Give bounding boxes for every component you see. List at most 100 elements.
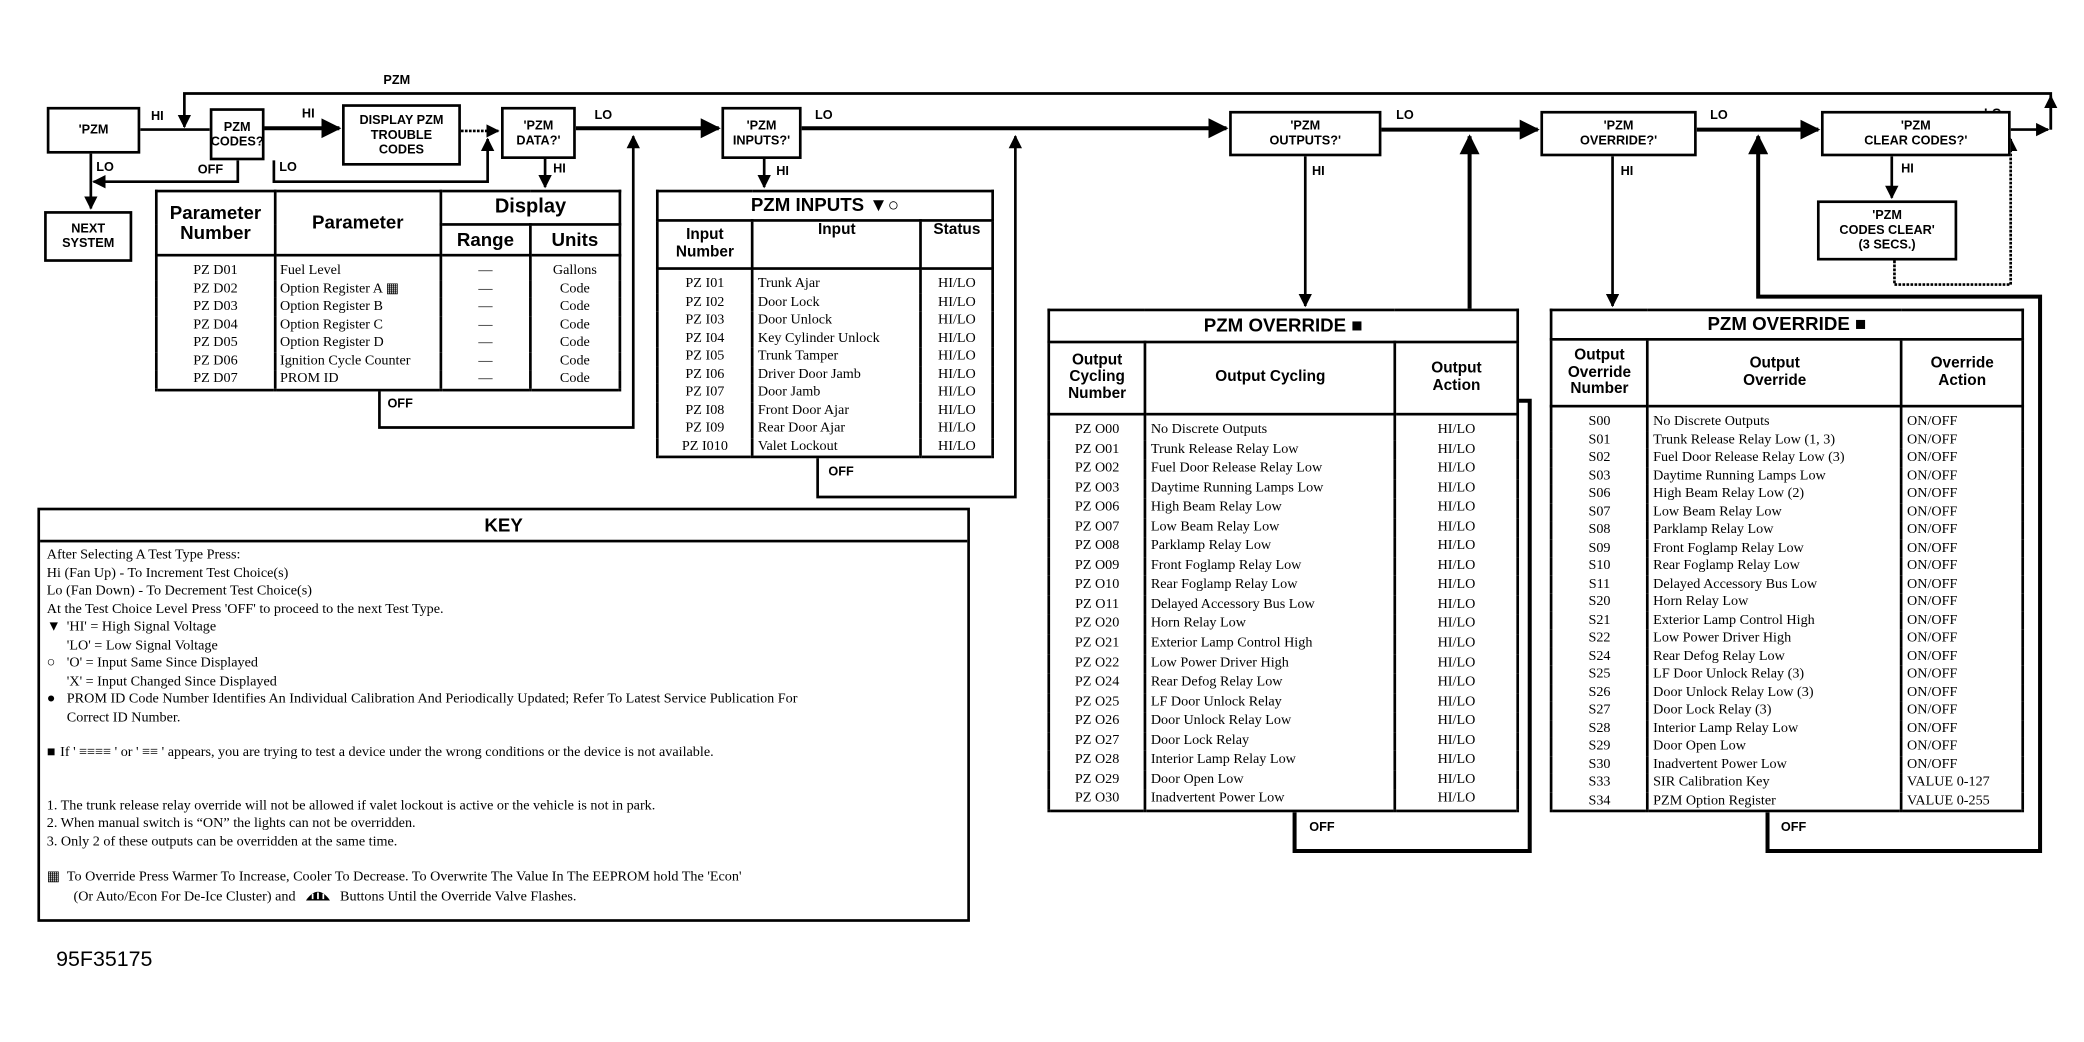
- table-cell: S10: [1549, 557, 1650, 576]
- pzm-box: 'PZM: [46, 106, 141, 154]
- hi-label: HI: [301, 106, 315, 122]
- table-cell: PZ I07: [655, 383, 754, 402]
- table-row: S24 Rear Defog Relay Low ON/OFF: [1549, 647, 2025, 666]
- table-cell: HI/LO: [919, 329, 994, 348]
- key-text: Hi (Fan Up) - To Increment Test Choice(s…: [46, 565, 289, 581]
- table-cell: ON/OFF: [1900, 647, 2025, 666]
- table-cell: S21: [1549, 611, 1650, 630]
- hi-label: HI: [1620, 164, 1634, 180]
- table-cell: Option Register D: [273, 334, 443, 353]
- pzm-inputs-table: PZM INPUTS ▼○ Input Number Input Status …: [655, 189, 994, 459]
- table-cell: PZ O26: [1047, 712, 1147, 732]
- table-cell: Horn Relay Low: [1646, 593, 1904, 612]
- pzm-codes-clear-box: 'PZM CODES CLEAR' (3 SECS.): [1816, 200, 1958, 261]
- table-row: PZ O22 Low Power Driver High HI/LO: [1047, 653, 1520, 674]
- table-cell: Door Lock Relay: [1144, 731, 1397, 752]
- pzm-clear-codes-box: 'PZM CLEAR CODES?': [1820, 110, 2011, 157]
- table-row: PZ O10 Rear Foglamp Relay Low HI/LO: [1047, 576, 1520, 596]
- table-cell: Front Foglamp Relay Low: [1144, 556, 1397, 577]
- table-cell: PZ D05: [154, 334, 276, 353]
- table-cell: Code: [528, 279, 622, 298]
- table-row: PZ O30 Inadvertent Power Low HI/LO: [1047, 790, 1520, 810]
- table-cell: Inadvertent Power Low: [1144, 790, 1397, 810]
- table-cell: Delayed Accessory Bus Low: [1646, 575, 1904, 594]
- table-cell: PZ O01: [1047, 440, 1147, 460]
- key-text: Lo (Fan Down) - To Decrement Test Choice…: [46, 583, 312, 599]
- table-cell: PZ D01: [154, 255, 276, 280]
- table-row: PZ I01 Trunk Ajar HI/LO: [655, 268, 994, 294]
- table-row: S34 PZM Option Register VALUE 0-255: [1549, 791, 2025, 810]
- pzm-override-box: 'PZM OVERRIDE?': [1540, 110, 1697, 157]
- table-cell: Door Open Low: [1144, 770, 1397, 791]
- table-cell: HI/LO: [1393, 653, 1520, 674]
- off-label: OFF: [1309, 820, 1335, 835]
- table-cell: PZ D07: [154, 370, 276, 389]
- table-cell: HI/LO: [1393, 790, 1520, 810]
- table-cell: ON/OFF: [1900, 665, 2025, 684]
- table-cell: Fuel Door Release Relay Low: [1144, 459, 1397, 480]
- table-row: PZ O24 Rear Defog Relay Low HI/LO: [1047, 673, 1520, 693]
- table-cell: Key Cylinder Unlock: [751, 329, 923, 348]
- table-cell: PZ O21: [1047, 634, 1147, 654]
- key-text: If ' ≡≡≡≡ ' or ' ≡≡ ' appears, you are t…: [60, 745, 714, 761]
- lo-label: LO: [1396, 108, 1414, 123]
- table-row: PZ D02 Option Register A ▦ — Code: [154, 279, 622, 298]
- table-row: PZ I08 Front Door Ajar HI/LO: [655, 401, 994, 420]
- table-row: S27 Door Lock Relay (3) ON/OFF: [1549, 701, 2025, 720]
- header-units: Units: [528, 223, 622, 257]
- table-cell: Rear Defog Relay Low: [1646, 647, 1904, 666]
- table-cell: HI/LO: [1393, 692, 1520, 713]
- table-cell: HI/LO: [919, 347, 994, 366]
- table-row: S08 Parklamp Relay Low ON/OFF: [1549, 521, 2025, 540]
- table-cell: Horn Relay Low: [1144, 615, 1397, 635]
- table-cell: Front Foglamp Relay Low: [1646, 539, 1904, 558]
- pzm-return-label: PZM: [383, 73, 411, 89]
- table-cell: PZ I03: [655, 311, 754, 330]
- table-cell: —: [439, 370, 532, 389]
- hi-label: HI: [1311, 164, 1325, 180]
- table-cell: LF Door Unlock Relay: [1144, 692, 1397, 713]
- table-cell: HI/LO: [1393, 595, 1520, 616]
- header-output-action: Output Action: [1393, 340, 1520, 415]
- table-cell: PZ I010: [655, 437, 754, 456]
- header-output-cycling-number: Output Cycling Number: [1047, 340, 1147, 415]
- table-cell: Door Unlock Relay Low: [1144, 712, 1397, 732]
- key-text: 'X' = Input Changed Since Displayed: [66, 674, 277, 689]
- table-cell: PZ O22: [1047, 653, 1147, 674]
- table-row: PZ O00 No Discrete Outputs HI/LO: [1047, 413, 1520, 441]
- table-cell: Parklamp Relay Low: [1646, 521, 1904, 540]
- pzm-data-table: Parameter Number Parameter Display Range…: [154, 189, 622, 391]
- key-note: 1. The trunk release relay override will…: [46, 798, 656, 813]
- table-row: PZ O21 Exterior Lamp Control High HI/LO: [1047, 634, 1520, 654]
- table-cell: Low Beam Relay Low: [1646, 503, 1904, 522]
- table-cell: —: [439, 334, 532, 353]
- table-cell: ON/OFF: [1900, 701, 2025, 720]
- table-cell: Valet Lockout: [751, 437, 923, 456]
- table-cell: Interior Lamp Relay Low: [1144, 751, 1397, 771]
- table-row: PZ O08 Parklamp Relay Low HI/LO: [1047, 537, 1520, 557]
- lo-label: LO: [594, 108, 613, 123]
- table-row: PZ O29 Door Open Low HI/LO: [1047, 770, 1520, 791]
- header-status: Status: [919, 219, 994, 270]
- table-row: PZ I04 Key Cylinder Unlock HI/LO: [655, 329, 994, 348]
- table-row: S07 Low Beam Relay Low ON/OFF: [1549, 503, 2025, 522]
- table-row: PZ O09 Front Foglamp Relay Low HI/LO: [1047, 556, 1520, 577]
- table-row: PZ D03 Option Register B — Code: [154, 297, 622, 316]
- table-cell: HI/LO: [919, 437, 994, 456]
- table-cell: HI/LO: [1393, 615, 1520, 635]
- table-cell: S24: [1549, 647, 1650, 666]
- table-cell: S02: [1549, 448, 1650, 467]
- pzm-output-cycling-table: PZM OVERRIDE ■ Output Cycling Number Out…: [1047, 308, 1520, 813]
- table-row: PZ O20 Horn Relay Low HI/LO: [1047, 615, 1520, 635]
- table-cell: VALUE 0-255: [1900, 791, 2025, 810]
- key-note: 3. Only 2 of these outputs can be overri…: [46, 834, 398, 850]
- table-cell: Daytime Running Lamps Low: [1646, 466, 1904, 485]
- table-cell: PZ O29: [1047, 770, 1147, 791]
- table-row: S06 High Beam Relay Low (2) ON/OFF: [1549, 484, 2025, 504]
- grid-icon: ▦: [46, 869, 61, 885]
- table-cell: HI/LO: [1393, 413, 1520, 441]
- table-row: S20 Horn Relay Low ON/OFF: [1549, 593, 2025, 612]
- table-row: PZ O27 Door Lock Relay HI/LO: [1047, 731, 1520, 752]
- table-cell: Daytime Running Lamps Low: [1144, 479, 1397, 499]
- table-cell: S30: [1549, 755, 1650, 774]
